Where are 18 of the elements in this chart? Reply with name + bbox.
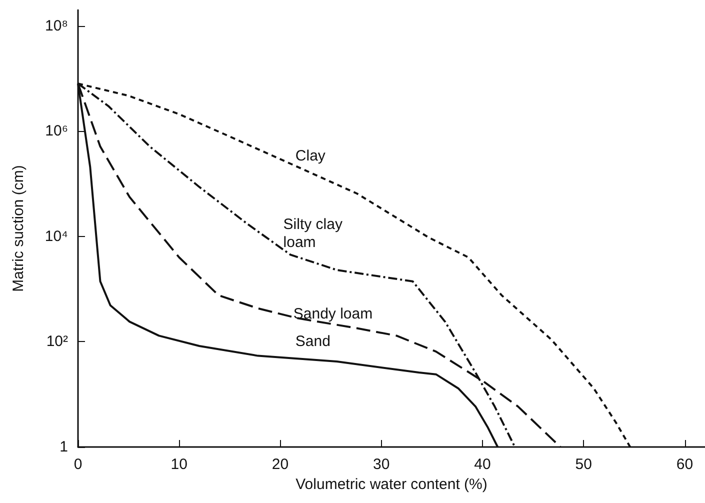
y-tick-label: 10² (46, 333, 68, 350)
y-tick-label: 1 (60, 438, 68, 456)
series-label: Sandy loam (293, 305, 373, 322)
y-axis-title: Matric suction (cm) (10, 165, 27, 292)
x-tick-label: 40 (474, 456, 491, 473)
series-label: Silty clay loam (283, 216, 347, 251)
y-tick-label: 10⁶ (45, 122, 68, 140)
x-tick-label: 30 (373, 456, 390, 473)
series-label: Clay (295, 147, 326, 164)
x-axis-title: Volumetric water content (%) (296, 476, 488, 493)
y-tick-label: 10⁴ (44, 228, 68, 245)
x-tick-label: 60 (676, 456, 694, 473)
y-tick-label: 10⁸ (44, 17, 68, 34)
x-tick-label: 0 (74, 456, 82, 473)
x-tick-label: 20 (272, 456, 289, 473)
x-tick-label: 50 (575, 456, 592, 473)
x-tick-label: 10 (170, 456, 188, 473)
series-label: Sand (295, 332, 330, 350)
